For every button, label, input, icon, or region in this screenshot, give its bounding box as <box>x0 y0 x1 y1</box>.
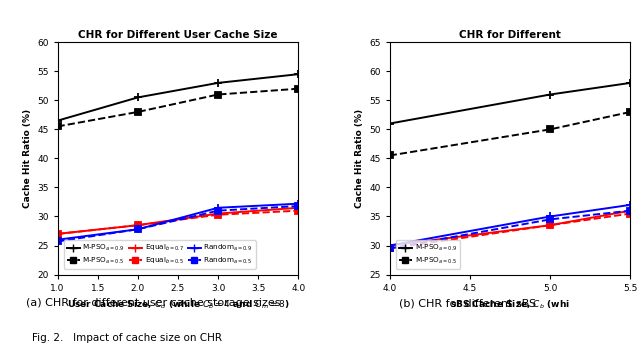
Y-axis label: Cache Hit Ratio (%): Cache Hit Ratio (%) <box>22 109 31 208</box>
Text: (b) CHR for different sBS: (b) CHR for different sBS <box>399 298 536 308</box>
Title: CHR for Different User Cache Size: CHR for Different User Cache Size <box>78 30 278 40</box>
Text: Fig. 2.   Impact of cache size on CHR: Fig. 2. Impact of cache size on CHR <box>32 333 222 344</box>
X-axis label: sBS Cache Size, $C_b$ (whi: sBS Cache Size, $C_b$ (whi <box>450 298 570 311</box>
Text: (a) CHR for different user cache storage sizes: (a) CHR for different user cache storage… <box>26 298 281 308</box>
Legend: M-PSO$_{a=0.9}$, M-PSO$_{a=0.5}$: M-PSO$_{a=0.9}$, M-PSO$_{a=0.5}$ <box>396 240 460 269</box>
Y-axis label: Cache Hit Ratio (%): Cache Hit Ratio (%) <box>355 109 364 208</box>
Title: CHR for Different: CHR for Different <box>459 30 561 40</box>
X-axis label: User Cache Size, $C_d$ (while $C_b = 4$ and $C_m = 8$): User Cache Size, $C_d$ (while $C_b = 4$ … <box>67 298 289 311</box>
Legend: M-PSO$_{a=0.9}$, M-PSO$_{a=0.5}$, Equal$_{b=0.7}$, Equal$_{b=0.5}$, Random$_{a=0: M-PSO$_{a=0.9}$, M-PSO$_{a=0.5}$, Equal$… <box>63 240 255 269</box>
